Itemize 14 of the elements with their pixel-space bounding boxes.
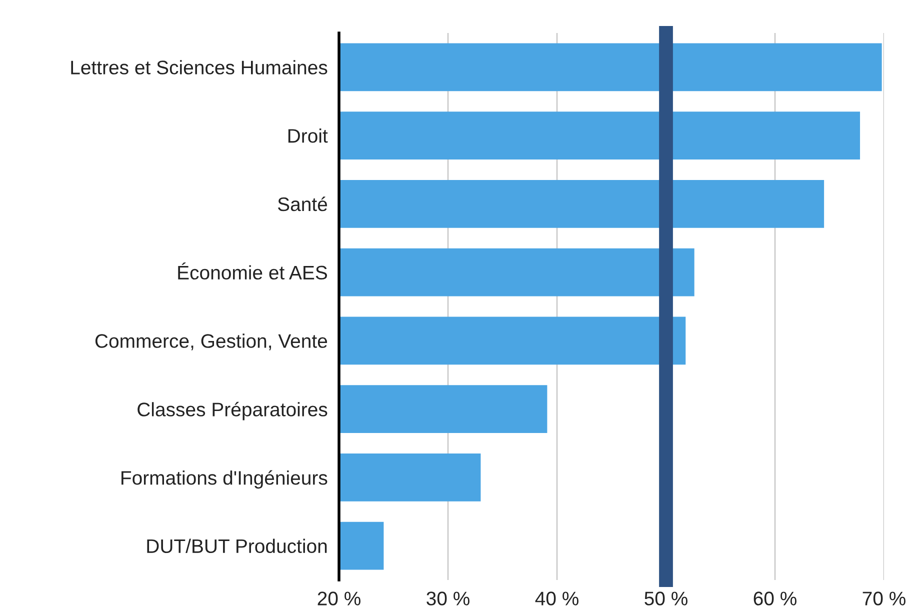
- x-tick-label: 70 %: [862, 592, 906, 606]
- x-tick-label: 20 %: [318, 592, 360, 606]
- x-tick-label: 50 %: [644, 592, 688, 606]
- x-tick-label: 30 %: [426, 592, 470, 606]
- y-tick-label: Lettres et Sciences Humaines: [71, 60, 328, 74]
- y-tick-label: DUT/BUT Production: [147, 538, 327, 554]
- y-tick-label: Santé: [278, 196, 328, 212]
- y-tick-label: Commerce, Gestion, Vente: [95, 334, 328, 350]
- y-tick-label: Formations d'Ingénieurs: [122, 470, 328, 489]
- x-tick-label: 60 %: [754, 592, 796, 606]
- y-tick-label: Économie et AES: [178, 262, 327, 280]
- y-tick-label: Droit: [288, 128, 328, 143]
- y-tick-label: Classes Préparatoires: [138, 402, 328, 420]
- x-tick-label: 40 %: [535, 592, 578, 606]
